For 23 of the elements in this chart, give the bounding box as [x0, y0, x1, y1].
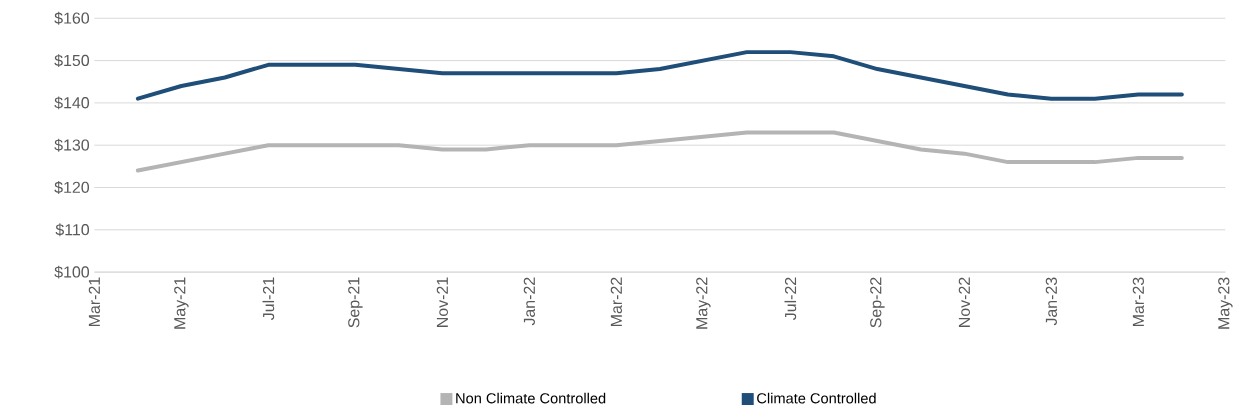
y-tick-label: $100: [54, 265, 90, 279]
y-tick-label: $130: [54, 138, 90, 152]
x-tick-label: May-22: [696, 277, 711, 329]
x-tick-label: Jul-22: [784, 277, 797, 321]
x-tick-label: Mar-22: [610, 277, 622, 327]
x-tick-label: Sep-22: [870, 277, 885, 328]
y-tick-label: $160: [54, 12, 90, 25]
x-tick-label: May-21: [174, 277, 189, 329]
x-tick-label: Nov-21: [436, 277, 448, 328]
x-tick-label: Mar-21: [88, 277, 100, 327]
legend-label: Climate Controlled: [757, 392, 876, 404]
x-tick-label: Jan-23: [1045, 277, 1057, 326]
x-tick-label: Sep-21: [348, 277, 363, 328]
y-tick-label: $120: [54, 181, 90, 195]
x-tick-label: Jul-21: [262, 277, 275, 321]
legend-label: Non Climate Controlled: [456, 392, 606, 404]
x-tick-label: Nov-22: [958, 277, 970, 328]
y-tick-label: $110: [55, 223, 90, 237]
x-tick-label: Jan-22: [523, 277, 535, 326]
x-tick-label: May-23: [1218, 277, 1233, 329]
y-tick-label: $140: [54, 96, 90, 110]
x-tick-label: Mar-23: [1132, 277, 1144, 327]
y-tick-label: $150: [54, 54, 90, 68]
